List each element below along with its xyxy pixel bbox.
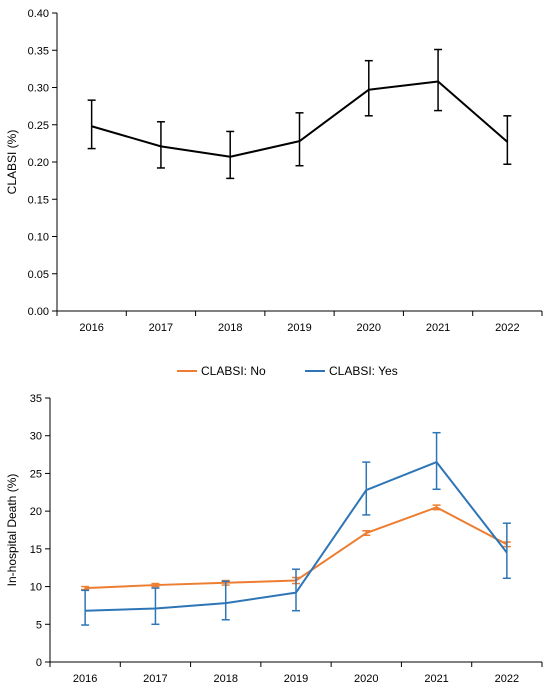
y-tick-label: 15 [30, 544, 42, 556]
x-tick-label: 2021 [426, 322, 450, 334]
x-tick-label: 2017 [143, 673, 167, 685]
y-tick-label: 0.20 [28, 157, 49, 169]
in-hospital-death-chart: 0 5 10 15 20 25 30 35 2016 2017 2018 2019 2020 2021 20… [5, 364, 543, 685]
y-axis-title: In-hospital Death (%) [5, 474, 19, 587]
y-tick-label: 30 [30, 431, 42, 443]
y-tick-label: 20 [30, 506, 42, 518]
y-tick-label: 0.00 [28, 306, 49, 318]
x-tick-label: 2017 [149, 322, 173, 334]
legend-item-clabsi-yes-label: CLABSI: Yes [329, 364, 398, 378]
y-tick-label: 5 [36, 619, 42, 631]
x-tick-label: 2022 [495, 322, 519, 334]
y-tick-label: 0 [36, 657, 42, 669]
y-tick-label: 0.05 [28, 269, 49, 281]
y-tick-label: 0.10 [28, 232, 49, 244]
legend-item-clabsi-no-label: CLABSI: No [201, 364, 266, 378]
x-tick-label: 2021 [424, 673, 448, 685]
y-tick-label: 0.30 [28, 83, 49, 95]
clabsi-rate-chart: 0.00 0.05 0.10 0.15 0.20 0.25 0.30 0.35 0.40 2016… [5, 8, 543, 334]
y-tick-label: 0.15 [28, 194, 49, 206]
y-tick-label: 25 [30, 468, 42, 480]
y-tick-label: 0.40 [28, 8, 49, 20]
y-tick-label: 0.25 [28, 120, 49, 132]
x-tick-label: 2019 [287, 322, 311, 334]
y-tick-label: 10 [30, 582, 42, 594]
y-tick-label: 0.35 [28, 45, 49, 57]
x-tick-label: 2022 [495, 673, 519, 685]
x-tick-label: 2016 [79, 322, 103, 334]
x-tick-label: 2020 [354, 673, 378, 685]
x-tick-label: 2016 [73, 673, 97, 685]
x-tick-label: 2018 [213, 673, 237, 685]
x-tick-label: 2019 [284, 673, 308, 685]
x-tick-label: 2018 [218, 322, 242, 334]
x-tick-label: 2020 [357, 322, 381, 334]
y-tick-label: 35 [30, 393, 42, 405]
y-axis-title: CLABSI (%) [5, 130, 19, 195]
